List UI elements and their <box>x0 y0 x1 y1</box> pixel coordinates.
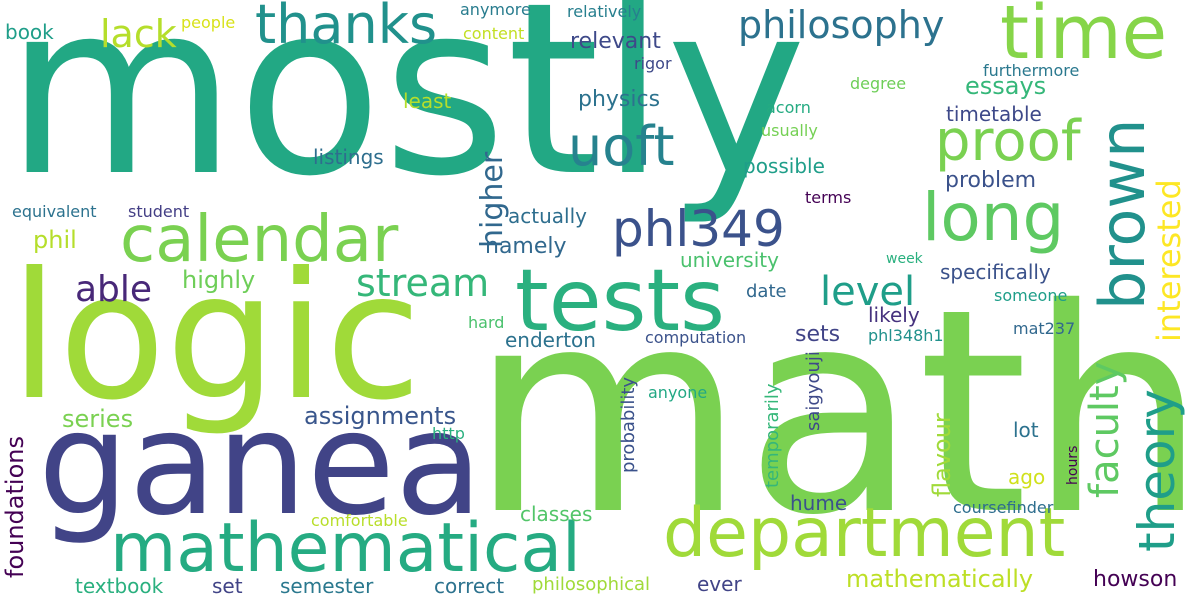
word-foundations: foundations <box>1 436 29 578</box>
word-howson: howson <box>1093 567 1178 592</box>
word-namely: namely <box>485 234 567 259</box>
word-university: university <box>680 248 779 272</box>
word-assignments: assignments <box>304 402 457 430</box>
word-probability: probability <box>618 376 639 473</box>
word-date: date <box>746 281 787 302</box>
word-uoft: uoft <box>568 115 675 178</box>
word-specifically: specifically <box>940 260 1051 284</box>
word-calendar: calendar <box>120 203 399 277</box>
word-problem: problem <box>945 168 1037 193</box>
word-time: time <box>1000 0 1168 76</box>
word-thanks: thanks <box>255 0 438 56</box>
word-mostly: mostly <box>5 0 807 229</box>
word-interested: interested <box>1150 179 1188 342</box>
word-philosophy: philosophy <box>738 3 945 47</box>
word-hard: hard <box>468 313 505 332</box>
word-long: long <box>922 179 1065 256</box>
word-saigyouji: saigyouji <box>803 351 824 431</box>
word-rigor: rigor <box>634 54 672 73</box>
word-textbook: textbook <box>75 574 164 598</box>
word-proof: proof <box>935 109 1081 174</box>
word-anyone: anyone <box>648 383 708 402</box>
word-math: math <box>470 248 1200 577</box>
word-relevant: relevant <box>570 29 661 54</box>
word-theory: theory <box>1128 389 1186 552</box>
word-hume: hume <box>790 491 848 515</box>
word-set: set <box>212 574 243 598</box>
word-acorn: acorn <box>766 98 811 117</box>
word-anymore: anymore <box>460 0 531 19</box>
word-content: content <box>463 24 525 43</box>
word-essays: essays <box>965 72 1047 100</box>
word-likely: likely <box>868 303 920 327</box>
word-department: department <box>663 494 1066 573</box>
word-able: able <box>75 269 153 310</box>
word-terms: terms <box>805 188 852 207</box>
word-mathematically: mathematically <box>846 565 1034 593</box>
word-faculty: faculty <box>1082 361 1128 498</box>
word-student: student <box>128 202 190 221</box>
word-flavour: flavour <box>928 413 956 497</box>
word-furthermore: furthermore <box>983 61 1080 80</box>
word-ever: ever <box>697 572 742 596</box>
word-highly: highly <box>182 266 256 294</box>
word-computation: computation <box>645 328 747 347</box>
word-enderton: enderton <box>505 328 596 352</box>
word-actually: actually <box>508 204 587 228</box>
word-degree: degree <box>850 74 907 93</box>
word-coursefinder: coursefinder <box>953 498 1054 517</box>
word-book: book <box>5 20 54 44</box>
word-http: http <box>432 424 465 443</box>
word-phil: phil <box>33 226 77 254</box>
word-phl349: phl349 <box>612 200 785 258</box>
word-possible: possible <box>743 154 825 178</box>
word-temporarily: temporarily <box>762 383 783 488</box>
word-people: people <box>181 13 236 32</box>
word-classes: classes <box>520 502 593 526</box>
word-mathematical: mathematical <box>110 509 581 588</box>
word-ganea: ganea <box>38 380 483 547</box>
word-lack: lack <box>100 12 177 56</box>
word-sets: sets <box>795 322 841 347</box>
word-phl348h1: phl348h1 <box>868 326 944 345</box>
word-comfortable: comfortable <box>311 511 408 530</box>
word-series: series <box>62 405 134 433</box>
word-logic: logic <box>10 236 422 439</box>
word-semester: semester <box>280 574 374 598</box>
word-stream: stream <box>356 261 490 305</box>
word-least: least <box>403 89 452 113</box>
word-mat237: mat237 <box>1013 319 1076 338</box>
word-lot: lot <box>1013 418 1039 442</box>
word-equivalent: equivalent <box>12 202 97 221</box>
word-someone: someone <box>994 286 1068 305</box>
word-relatively: relatively <box>567 2 642 21</box>
word-physics: physics <box>578 87 661 112</box>
word-correct: correct <box>434 574 505 598</box>
word-philosophical: philosophical <box>532 574 651 595</box>
word-level: level <box>820 269 916 315</box>
word-timetable: timetable <box>946 102 1042 126</box>
word-listings: listings <box>313 145 384 169</box>
word-tests: tests <box>515 251 725 351</box>
word-brown: brown <box>1086 118 1159 310</box>
word-usually: usually <box>761 121 818 140</box>
word-hours: hours <box>1065 445 1081 485</box>
word-week: week <box>886 251 923 267</box>
word-ago: ago <box>1008 465 1046 489</box>
